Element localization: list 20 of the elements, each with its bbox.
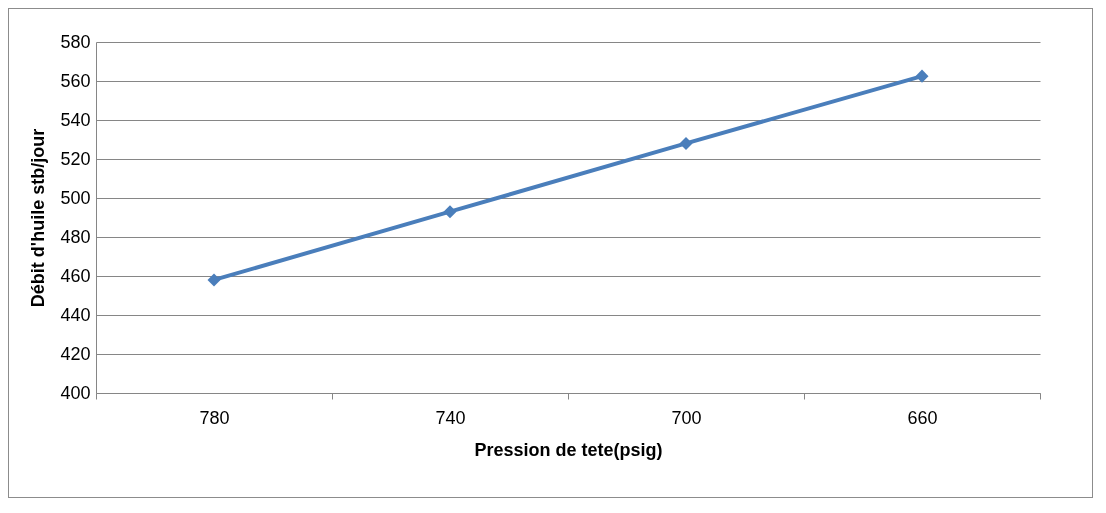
x-tick-label: 780	[199, 407, 230, 428]
y-tick-label: 420	[60, 343, 91, 364]
point	[443, 205, 457, 219]
x-axis-title: Pression de tete(psig)	[474, 439, 663, 460]
x-tick-label: 660	[907, 407, 938, 428]
y-tick-label: 560	[60, 70, 91, 91]
y-tick-label: 500	[60, 187, 91, 208]
point	[679, 136, 693, 150]
x-tick-label: 740	[435, 407, 466, 428]
y-tick-label: 460	[60, 265, 91, 286]
y-tick-label: 540	[60, 109, 91, 130]
y-tick-label: 400	[60, 382, 91, 403]
y-tick-label: 580	[60, 31, 91, 52]
y-tick-label: 520	[60, 148, 91, 169]
y-axis-title: Débit d'huile stb/jour	[28, 128, 49, 308]
point	[915, 69, 929, 83]
y-tick-label: 480	[60, 226, 91, 247]
x-tick-label: 700	[671, 407, 702, 428]
y-tick-label: 440	[60, 304, 91, 325]
point	[207, 273, 221, 287]
